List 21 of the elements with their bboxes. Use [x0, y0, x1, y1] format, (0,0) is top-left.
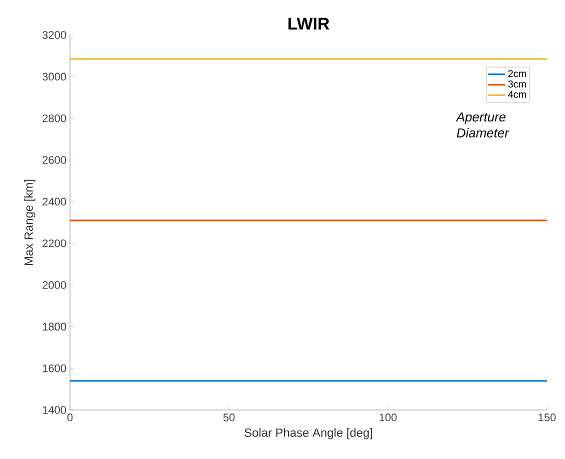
- x-axis-title: Solar Phase Angle [deg]: [244, 428, 372, 440]
- legend-label: 4cm: [508, 90, 526, 98]
- legend-label: 3cm: [508, 80, 526, 88]
- x-tick-label: 100: [380, 414, 397, 422]
- y-tick-label: 2200: [42, 239, 66, 248]
- y-tick-label: 1600: [42, 364, 66, 372]
- y-tick-label: 3000: [42, 72, 66, 81]
- y-tick-label: 2800: [42, 114, 66, 122]
- x-tick-label: 50: [223, 414, 235, 422]
- annotation: Aperture Diameter: [456, 112, 510, 138]
- y-axis-title: Max Range [km]: [24, 180, 36, 266]
- chart-title: LWIR: [288, 18, 330, 30]
- y-tick-label: 2400: [42, 198, 66, 206]
- legend-label: 2cm: [508, 70, 526, 78]
- x-tick-label: 150: [538, 414, 556, 422]
- y-tick-label: 3200: [42, 31, 66, 39]
- y-tick-label: 1800: [42, 322, 66, 331]
- y-tick-label: 1400: [42, 406, 66, 414]
- y-tick-label: 2000: [42, 281, 66, 289]
- x-tick-label: 0: [67, 414, 73, 422]
- y-tick-label: 2600: [42, 156, 66, 164]
